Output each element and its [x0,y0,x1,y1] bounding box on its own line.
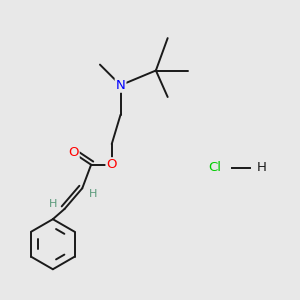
Text: O: O [106,158,117,171]
Text: H: H [89,189,98,199]
Text: Cl: Cl [208,161,221,174]
Text: O: O [68,146,79,159]
Text: H: H [49,199,58,208]
Text: H: H [257,161,267,174]
Text: N: N [116,79,125,92]
